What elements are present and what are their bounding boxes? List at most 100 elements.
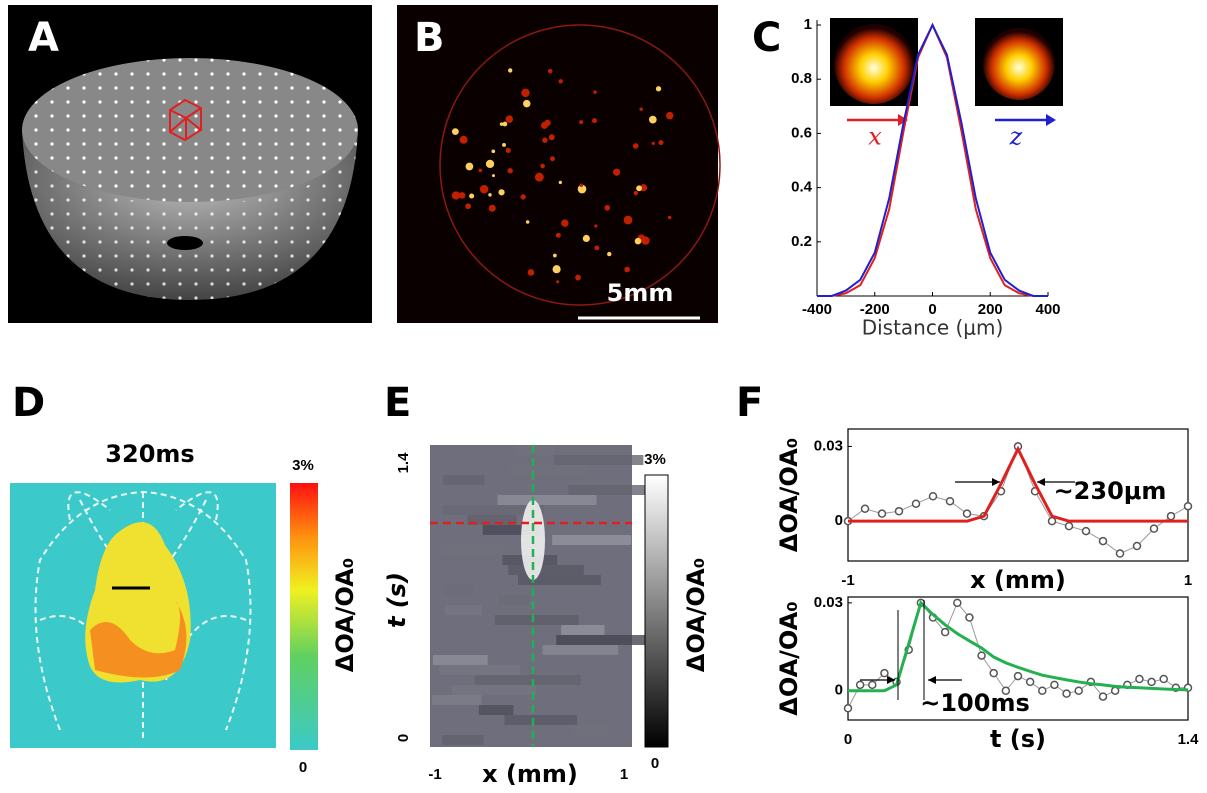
y-tick-label: 0.03 (814, 437, 843, 454)
stripe (571, 725, 608, 735)
data-point (1160, 676, 1167, 683)
vessel-dot (583, 235, 590, 242)
data-point (1100, 693, 1107, 700)
vessel-dot (666, 112, 673, 119)
data-point (1100, 538, 1107, 545)
stripe (497, 495, 596, 505)
vessel-dot (541, 122, 548, 129)
vessel-dot (465, 203, 471, 209)
vessel-dot (594, 224, 597, 227)
x-tick-label: -1 (841, 572, 854, 589)
data-point (869, 681, 876, 688)
data-point (1002, 687, 1009, 694)
panel-b-image (397, 5, 718, 323)
stripe (443, 475, 484, 485)
rim-dots (22, 58, 358, 202)
vessel-dot (549, 134, 555, 140)
x-tick-label: 1 (620, 766, 628, 783)
vessel-dot (575, 275, 581, 281)
x-tick-label: 1 (1184, 572, 1192, 589)
vessel-dot (452, 191, 460, 199)
x-tick-label: 1.4 (1178, 731, 1200, 748)
vessel-dot (535, 173, 544, 182)
colorbar-label: ΔOA/OA₀ (682, 558, 710, 673)
data-point (881, 670, 888, 677)
x-axis-label: Distance (μm) (862, 316, 1004, 340)
y-tick-label: 0.6 (791, 124, 812, 141)
vessel-dot (460, 136, 468, 144)
vessel-dot (639, 107, 643, 111)
y-axis-label: ΔOA/OA₀ (775, 601, 803, 716)
stripe (552, 535, 631, 545)
y-tick-label: 0 (835, 512, 843, 529)
legend-z: z (1009, 123, 1023, 151)
stripe (432, 695, 482, 705)
data-point (1134, 543, 1141, 550)
vessel-dot (548, 69, 553, 74)
vessel-dot (521, 89, 529, 97)
vessel-dot (469, 194, 474, 199)
vessel-dot (540, 164, 545, 169)
vessel-dot (613, 169, 620, 176)
panel-label: A (28, 15, 59, 61)
data-point (1015, 673, 1022, 680)
vessel-dot (542, 138, 547, 143)
panel-d-title: 320ms (105, 440, 194, 468)
arrow-head (1037, 478, 1045, 486)
stripe (479, 705, 514, 715)
y-tick-label: 0.03 (814, 594, 843, 611)
y-label: t (s) (383, 572, 411, 628)
x-tick-label: 400 (1035, 301, 1060, 318)
vessel-dot (652, 142, 655, 145)
vessel-dot (507, 168, 512, 173)
vessel-dot (556, 233, 561, 238)
colorbar-e (645, 475, 668, 747)
annotation: ~230μm (1054, 477, 1167, 505)
y-tick-label: 0 (395, 734, 412, 742)
data-point (845, 705, 852, 712)
y-tick-label: 0.4 (791, 179, 813, 196)
stripe (444, 585, 474, 595)
data-point (1066, 523, 1073, 530)
vessel-dot (491, 149, 495, 153)
data-point (1136, 676, 1143, 683)
vessel-dot (592, 118, 597, 123)
vessel-dot (526, 220, 529, 223)
data-point (1075, 687, 1082, 694)
legend-x: x (868, 123, 882, 151)
x-tick-label: 0 (844, 731, 852, 748)
colorbar-max: 3% (292, 457, 314, 474)
vessel-dot (656, 86, 661, 91)
data-point (1185, 503, 1192, 510)
data-point (990, 670, 997, 677)
panel-label: F (736, 380, 763, 426)
vessel-dot (607, 252, 611, 256)
vessel-dot (486, 160, 494, 168)
vessel-dot (624, 267, 630, 273)
vessel-dot (593, 90, 597, 94)
vessel-dot (506, 115, 514, 123)
vessel-dot (506, 148, 511, 153)
data-point (942, 629, 949, 636)
y-tick-label: 0 (835, 682, 843, 699)
vessel-dot (658, 140, 663, 145)
vessel-dot (556, 280, 559, 283)
y-tick-label: 0.2 (791, 233, 812, 250)
x-label: x (mm) (482, 760, 578, 788)
data-point (862, 505, 869, 512)
stripe (495, 615, 579, 625)
y-tick-label: 1 (804, 16, 812, 33)
vessel-dot (478, 169, 482, 173)
vessel-dot (466, 163, 474, 171)
data-point (1112, 687, 1119, 694)
colorbar-max: 3% (644, 451, 666, 468)
data-point (1027, 678, 1034, 685)
vessel-dot (624, 216, 633, 225)
annotation: ~100ms (920, 689, 1030, 717)
vessel-dot (492, 174, 495, 177)
x-axis-label: t (s) (990, 725, 1046, 753)
data-point (1049, 518, 1056, 525)
y-axis-label: ΔOA/OA₀ (775, 438, 803, 553)
stripe (504, 715, 577, 725)
data-point (1168, 513, 1175, 520)
